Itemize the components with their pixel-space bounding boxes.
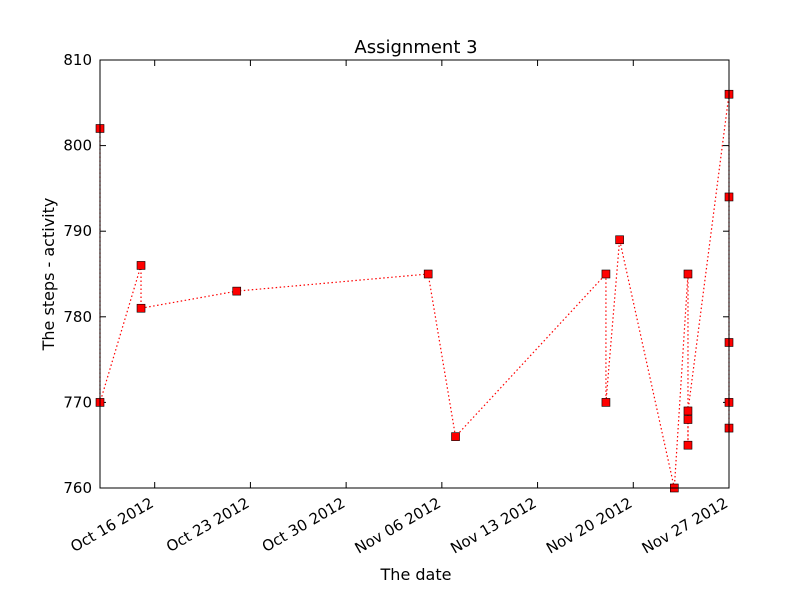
marker <box>136 261 146 270</box>
marker <box>683 406 693 416</box>
y-tick-label: 800 <box>63 137 92 155</box>
marker <box>601 398 611 407</box>
y-tick-label: 760 <box>63 479 92 497</box>
x-axis-label: The date <box>380 565 452 584</box>
chart-title: Assignment 3 <box>354 37 477 58</box>
marker <box>615 235 624 245</box>
y-axis-label: The steps - activity <box>39 198 58 352</box>
marker <box>683 269 693 279</box>
marker <box>136 303 146 313</box>
marker <box>232 286 242 296</box>
marker <box>423 269 433 279</box>
marker <box>451 432 460 441</box>
y-tick-label: 780 <box>63 308 92 326</box>
plot-frame <box>99 59 730 489</box>
marker <box>683 415 693 424</box>
y-tick-label: 790 <box>63 222 92 240</box>
y-tick-label: 770 <box>63 393 92 411</box>
marker <box>683 440 693 450</box>
marker <box>601 269 611 279</box>
y-tick-label: 810 <box>63 51 92 69</box>
